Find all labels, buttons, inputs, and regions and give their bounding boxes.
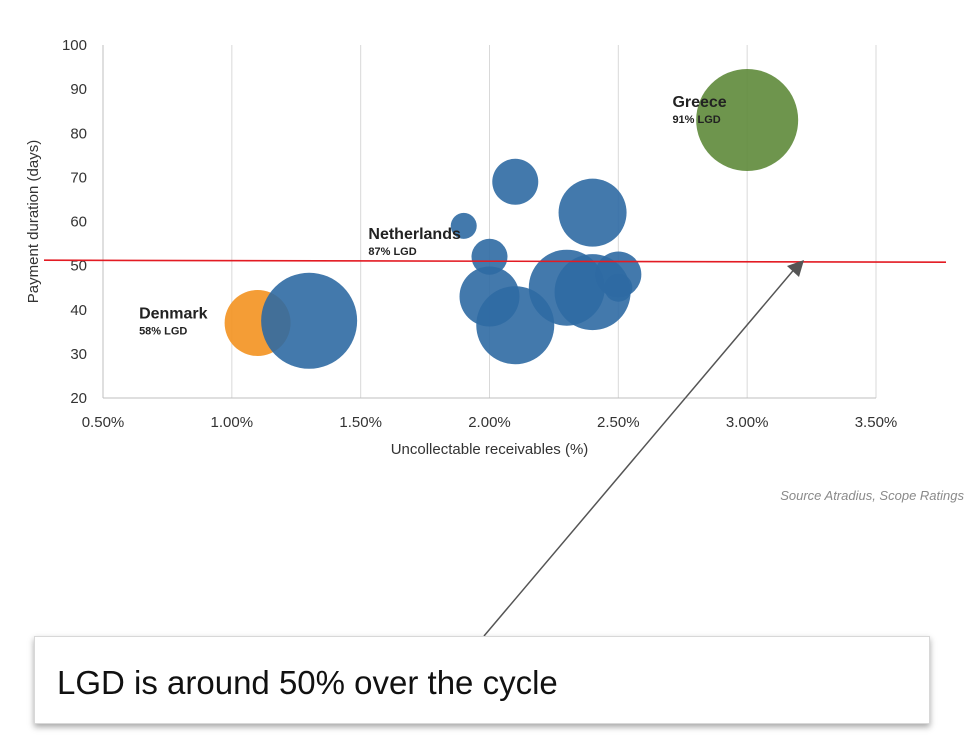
y-axis-title: Payment duration (days) <box>25 140 42 303</box>
y-tick-label: 50 <box>70 258 87 275</box>
callout-text: LGD is around 50% over the cycle <box>57 664 558 701</box>
annotation-name: Greece <box>672 94 726 111</box>
x-axis-title: Uncollectable receivables (%) <box>391 441 589 458</box>
x-tick-label: 3.00% <box>726 414 769 431</box>
x-tick-label: 2.50% <box>597 414 640 431</box>
x-tick-label: 1.00% <box>211 414 254 431</box>
x-tick-label: 3.50% <box>855 414 898 431</box>
bubbles <box>224 69 799 369</box>
source-note: Source Atradius, Scope Ratings <box>780 488 964 503</box>
x-tick-label: 2.00% <box>468 414 511 431</box>
annotation-name: Netherlands <box>368 226 461 243</box>
annotation-lgd: 87% LGD <box>368 246 416 258</box>
reference-line <box>43 259 947 264</box>
y-tick-label: 100 <box>62 37 87 54</box>
bubble <box>261 272 358 369</box>
y-tick-label: 60 <box>70 214 87 231</box>
y-tick-label: 20 <box>70 390 87 407</box>
bubble <box>558 178 627 247</box>
bubble <box>492 158 539 205</box>
y-axis-ticks: 20 30 40 50 60 70 80 90 100 <box>62 37 87 407</box>
annotations: Greece 91% LGD Netherlands 87% LGD Denmark 58… <box>139 94 727 338</box>
y-tick-label: 30 <box>70 346 87 363</box>
callout-box: LGD is around 50% over the cycle <box>34 636 930 724</box>
y-tick-label: 90 <box>70 81 87 98</box>
bubble <box>604 273 633 302</box>
bubble-chart: 0.50% 1.00% 1.50% 2.00% 2.50% 3.00% 3.50% 20 30… <box>25 37 947 636</box>
y-tick-label: 80 <box>70 125 87 142</box>
y-tick-label: 70 <box>70 169 87 186</box>
x-tick-label: 0.50% <box>82 414 125 431</box>
bubble <box>696 69 799 172</box>
annotation-lgd: 91% LGD <box>672 114 720 126</box>
annotation-lgd: 58% LGD <box>139 326 187 338</box>
y-tick-label: 40 <box>70 302 87 319</box>
x-tick-label: 1.50% <box>339 414 382 431</box>
annotation-name: Denmark <box>139 306 208 323</box>
x-axis-ticks: 0.50% 1.00% 1.50% 2.00% 2.50% 3.00% 3.50% <box>82 414 898 431</box>
callout-arrow <box>483 260 804 636</box>
bubble <box>450 212 477 239</box>
bubble <box>471 238 508 275</box>
